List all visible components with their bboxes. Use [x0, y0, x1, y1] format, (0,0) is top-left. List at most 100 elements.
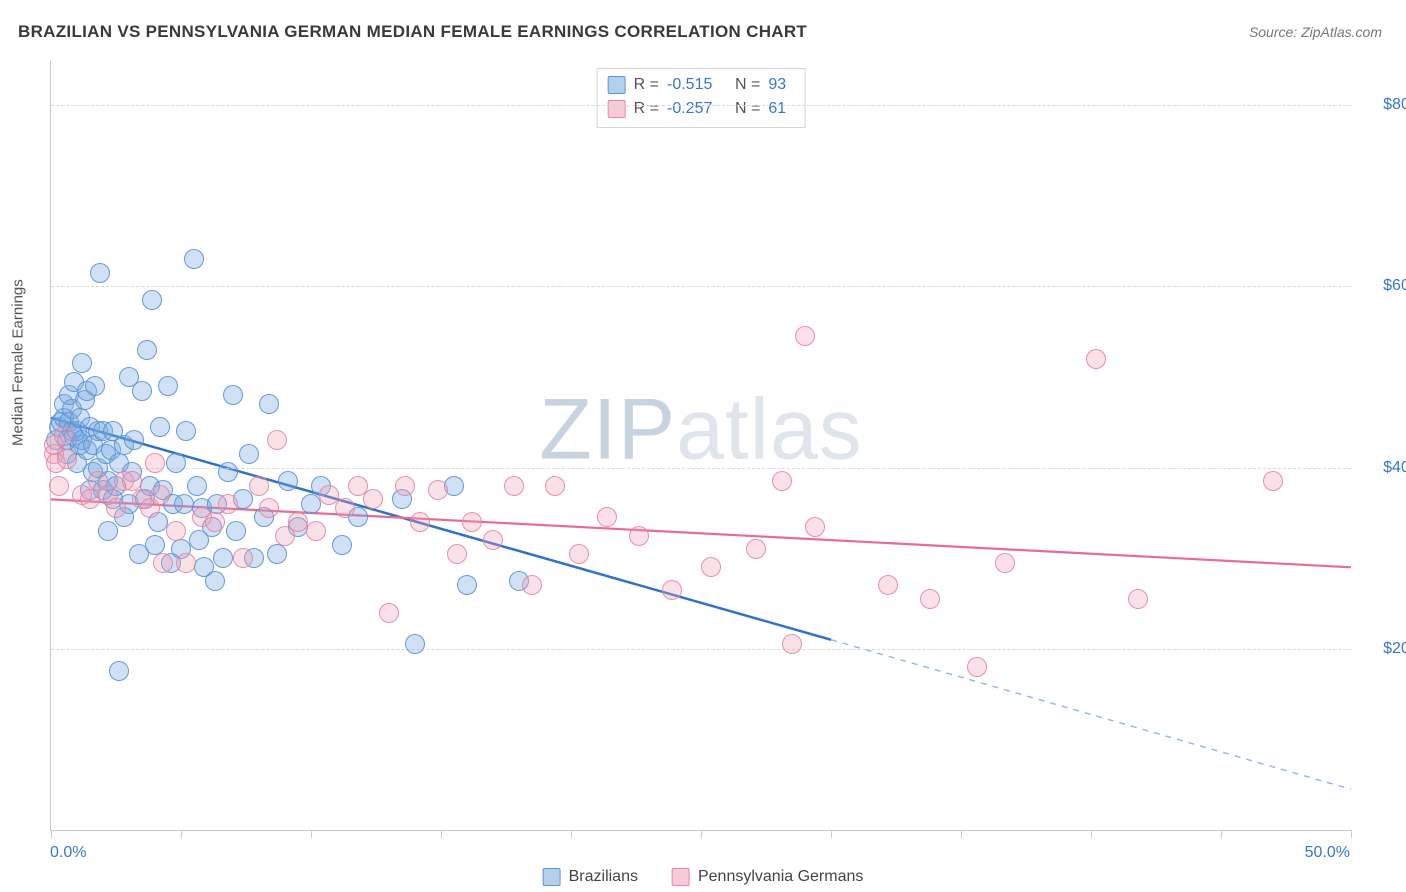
data-point-a: [187, 476, 207, 496]
x-tick: [831, 830, 832, 838]
data-point-b: [49, 476, 69, 496]
x-tick: [1221, 830, 1222, 838]
data-point-b: [746, 539, 766, 559]
data-point-a: [142, 290, 162, 310]
data-point-a: [184, 249, 204, 269]
data-point-b: [597, 507, 617, 527]
stat-r-value: -0.257: [667, 97, 727, 121]
data-point-b: [967, 657, 987, 677]
data-point-a: [205, 571, 225, 591]
bottom-legend: Brazilians Pennsylvania Germans: [543, 868, 864, 886]
data-point-b: [1263, 471, 1283, 491]
data-point-a: [259, 394, 279, 414]
stat-r-label: R =: [634, 73, 659, 97]
x-tick: [1351, 830, 1352, 838]
y-tick-label: $40,000: [1361, 459, 1406, 477]
data-point-b: [153, 553, 173, 573]
x-tick: [701, 830, 702, 838]
data-point-a: [405, 634, 425, 654]
data-point-b: [335, 498, 355, 518]
data-point-b: [80, 489, 100, 509]
x-tick: [311, 830, 312, 838]
data-point-b: [150, 485, 170, 505]
data-point-b: [920, 589, 940, 609]
data-point-b: [218, 494, 238, 514]
data-point-b: [205, 512, 225, 532]
stat-n-value: 61: [768, 97, 794, 121]
data-point-a: [213, 548, 233, 568]
data-point-a: [158, 376, 178, 396]
data-point-b: [995, 553, 1015, 573]
x-tick: [571, 830, 572, 838]
data-point-b: [122, 471, 142, 491]
chart-container: BRAZILIAN VS PENNSYLVANIA GERMAN MEDIAN …: [0, 0, 1406, 892]
data-point-b: [428, 480, 448, 500]
stat-n-value: 93: [768, 73, 794, 97]
data-point-a: [239, 444, 259, 464]
y-axis-label: Median Female Earnings: [10, 279, 27, 446]
data-point-b: [1086, 349, 1106, 369]
legend-item: Brazilians: [543, 868, 638, 886]
stats-legend-box: R = -0.515 N = 93 R = -0.257 N = 61: [597, 68, 806, 128]
stat-r-value: -0.515: [667, 73, 727, 97]
data-point-b: [306, 521, 326, 541]
data-point-a: [457, 575, 477, 595]
data-point-b: [410, 512, 430, 532]
data-point-a: [223, 385, 243, 405]
data-point-b: [782, 634, 802, 654]
data-point-a: [137, 340, 157, 360]
data-point-b: [662, 580, 682, 600]
data-point-b: [701, 557, 721, 577]
x-tick: [441, 830, 442, 838]
data-point-b: [233, 548, 253, 568]
x-tick: [51, 830, 52, 838]
data-point-a: [174, 494, 194, 514]
data-point-a: [267, 544, 287, 564]
legend-swatch-a: [543, 868, 561, 886]
gridline-h: [51, 649, 1351, 650]
data-point-a: [278, 471, 298, 491]
trend-line-dash-a: [831, 640, 1351, 789]
stats-row: R = -0.515 N = 93: [608, 73, 795, 97]
gridline-h: [51, 468, 1351, 469]
stat-n-label: N =: [735, 97, 760, 121]
data-point-b: [379, 603, 399, 623]
y-tick-label: $20,000: [1361, 640, 1406, 658]
legend-label: Pennsylvania Germans: [698, 868, 863, 886]
x-tick: [181, 830, 182, 838]
data-point-a: [301, 494, 321, 514]
y-tick-label: $80,000: [1361, 96, 1406, 114]
x-axis-end-label: 50.0%: [1305, 844, 1350, 862]
data-point-b: [259, 498, 279, 518]
legend-item: Pennsylvania Germans: [672, 868, 863, 886]
stats-row: R = -0.257 N = 61: [608, 97, 795, 121]
data-point-b: [249, 476, 269, 496]
data-point-b: [545, 476, 565, 496]
legend-swatch-b: [608, 100, 626, 118]
plot-area: ZIPatlas R =-0.515N =93R =-0.257N =61 $2…: [50, 60, 1351, 831]
data-point-b: [569, 544, 589, 564]
stat-n-label: N =: [735, 73, 760, 97]
data-point-a: [226, 521, 246, 541]
data-point-b: [267, 430, 287, 450]
data-point-a: [109, 661, 129, 681]
data-point-b: [166, 521, 186, 541]
data-point-b: [57, 449, 77, 469]
data-point-a: [85, 376, 105, 396]
data-point-b: [363, 489, 383, 509]
data-point-a: [332, 535, 352, 555]
chart-title: BRAZILIAN VS PENNSYLVANIA GERMAN MEDIAN …: [18, 22, 807, 42]
data-point-a: [150, 417, 170, 437]
data-point-a: [176, 421, 196, 441]
data-point-b: [106, 498, 126, 518]
legend-swatch-b: [672, 868, 690, 886]
source-attribution: Source: ZipAtlas.com: [1249, 24, 1382, 40]
data-point-b: [462, 512, 482, 532]
data-point-b: [145, 453, 165, 473]
data-point-b: [1128, 589, 1148, 609]
stat-r-label: R =: [634, 97, 659, 121]
data-point-a: [132, 381, 152, 401]
legend-label: Brazilians: [569, 868, 638, 886]
data-point-a: [98, 521, 118, 541]
data-point-b: [288, 512, 308, 532]
